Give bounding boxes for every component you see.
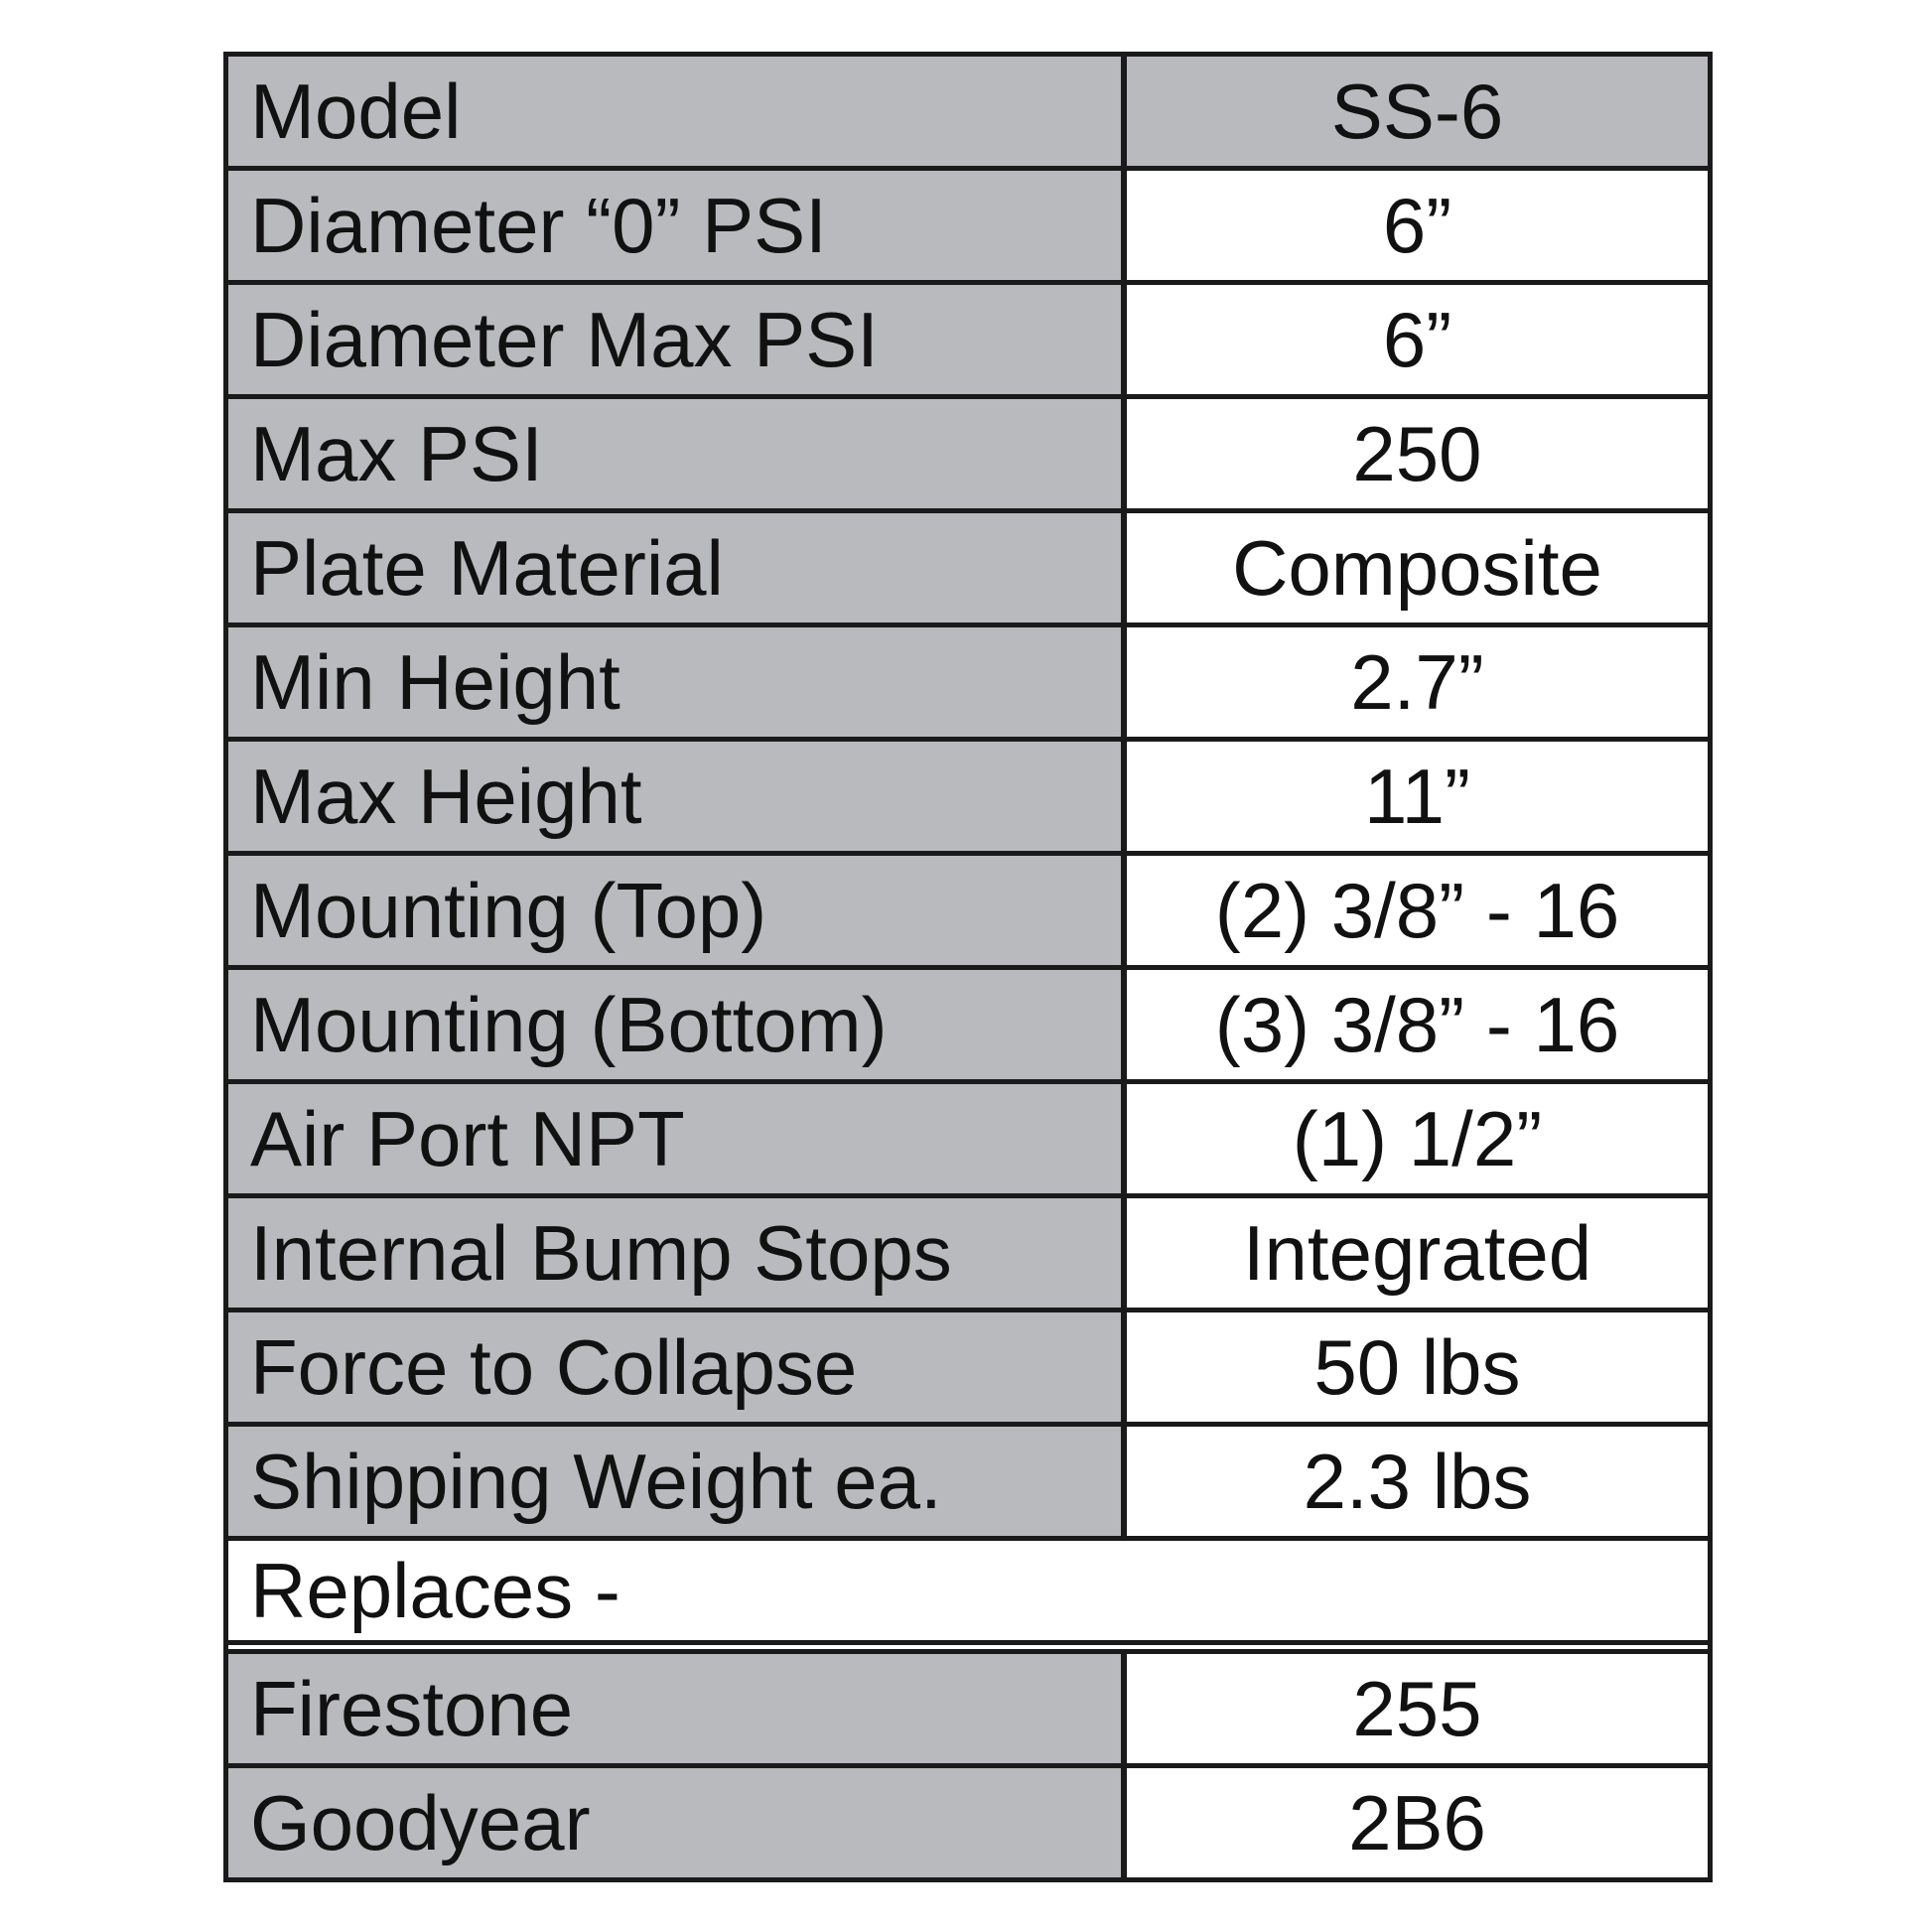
- replaces-row: Replaces -: [228, 1541, 1708, 1654]
- table-row: Max PSI 250: [228, 399, 1708, 513]
- row-label: Mounting (Top): [228, 856, 1127, 965]
- row-value: 50 lbs: [1127, 1312, 1708, 1422]
- row-value: 255: [1127, 1654, 1708, 1763]
- row-label: Firestone: [228, 1654, 1127, 1763]
- row-value: 6”: [1127, 285, 1708, 394]
- row-label: Goodyear: [228, 1768, 1127, 1877]
- table-row: Diameter “0” PSI 6”: [228, 171, 1708, 285]
- table-row: Model SS-6: [228, 57, 1708, 171]
- spec-table: Model SS-6 Diameter “0” PSI 6” Diameter Max …: [223, 52, 1713, 1882]
- row-value: 250: [1127, 399, 1708, 508]
- row-label: Max PSI: [228, 399, 1127, 508]
- row-value: 2B6: [1127, 1768, 1708, 1877]
- row-label: Force to Collapse: [228, 1312, 1127, 1422]
- table-row: Max Height 11”: [228, 742, 1708, 856]
- row-label: Internal Bump Stops: [228, 1198, 1127, 1308]
- row-value: 6”: [1127, 171, 1708, 280]
- row-value: Composite: [1127, 513, 1708, 622]
- table-row: Internal Bump Stops Integrated: [228, 1198, 1708, 1312]
- row-value: 11”: [1127, 742, 1708, 851]
- row-value: SS-6: [1127, 57, 1708, 166]
- table-row: Mounting (Top) (2) 3/8” - 16: [228, 856, 1708, 970]
- table-row: Air Port NPT (1) 1/2”: [228, 1084, 1708, 1198]
- table-row: Goodyear 2B6: [228, 1768, 1708, 1877]
- table-row: Shipping Weight ea. 2.3 lbs: [228, 1427, 1708, 1541]
- table-row: Plate Material Composite: [228, 513, 1708, 627]
- row-value: (3) 3/8” - 16: [1127, 970, 1708, 1079]
- row-value: Integrated: [1127, 1198, 1708, 1308]
- row-value: (2) 3/8” - 16: [1127, 856, 1708, 965]
- row-value: 2.3 lbs: [1127, 1427, 1708, 1536]
- row-label: Min Height: [228, 627, 1127, 737]
- row-label: Diameter “0” PSI: [228, 171, 1127, 280]
- table-row: Force to Collapse 50 lbs: [228, 1312, 1708, 1427]
- table-row: Firestone 255: [228, 1654, 1708, 1768]
- row-label: Plate Material: [228, 513, 1127, 622]
- row-value: 2.7”: [1127, 627, 1708, 737]
- row-label: Diameter Max PSI: [228, 285, 1127, 394]
- row-label: Air Port NPT: [228, 1084, 1127, 1193]
- row-label: Shipping Weight ea.: [228, 1427, 1127, 1536]
- row-label: Model: [228, 57, 1127, 166]
- replaces-label: Replaces -: [228, 1541, 1708, 1640]
- table-row: Mounting (Bottom) (3) 3/8” - 16: [228, 970, 1708, 1084]
- table-row: Min Height 2.7”: [228, 627, 1708, 742]
- table-row: Diameter Max PSI 6”: [228, 285, 1708, 399]
- row-value: (1) 1/2”: [1127, 1084, 1708, 1193]
- row-label: Mounting (Bottom): [228, 970, 1127, 1079]
- row-label: Max Height: [228, 742, 1127, 851]
